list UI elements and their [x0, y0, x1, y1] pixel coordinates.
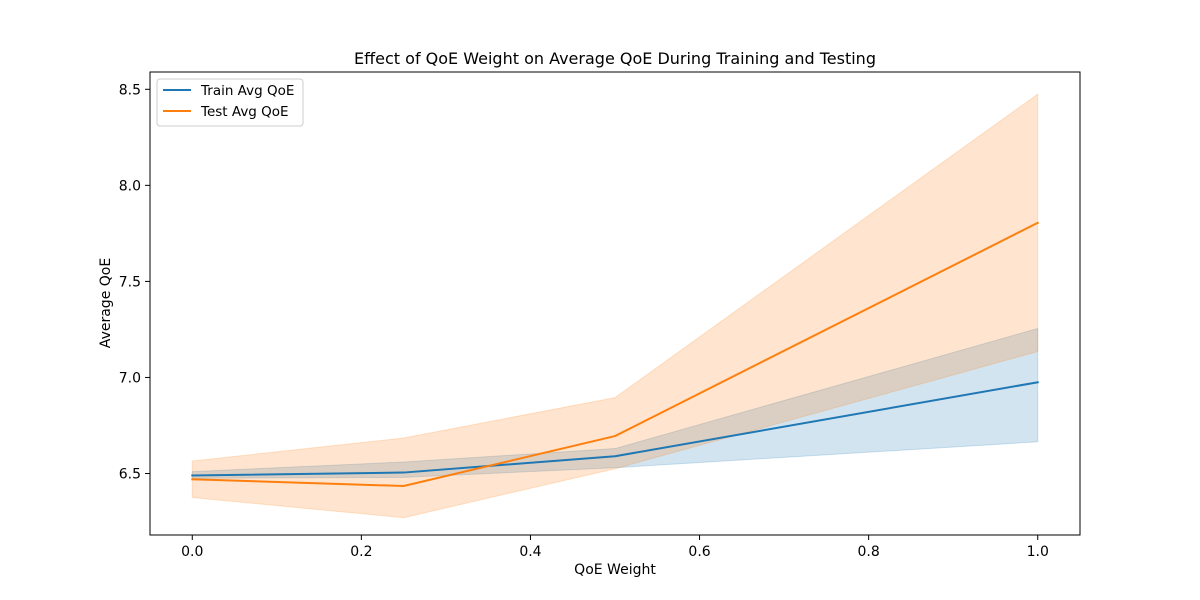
- plot-area-frame: [149, 71, 1081, 536]
- x-tick-label: 0.0: [181, 544, 203, 560]
- legend-label-train: Train Avg QoE: [200, 83, 294, 99]
- legend-box: [156, 78, 304, 127]
- y-tick-label: 8.0: [119, 178, 141, 194]
- y-axis-label: Average QoE: [98, 258, 114, 348]
- x-tick-label: 0.4: [519, 544, 541, 560]
- chart-title: Effect of QoE Weight on Average QoE Duri…: [354, 49, 876, 68]
- y-tick-label: 7.5: [119, 274, 141, 290]
- confidence-bands: [191, 93, 1039, 519]
- x-tick-label: 0.2: [350, 544, 372, 560]
- y-tick-label: 8.5: [119, 82, 141, 98]
- y-axis-ticks: 6.5 7.0 7.5 8.0 8.5: [119, 82, 150, 483]
- series-line-1: [191, 221, 1040, 488]
- confidence-band-series-0: [191, 327, 1039, 479]
- x-axis-ticks: 0.0 0.2 0.4 0.6 0.8 1.0: [181, 535, 1049, 560]
- x-tick-label: 1.0: [1027, 544, 1049, 560]
- series-lines: [191, 221, 1040, 488]
- x-tick-label: 0.8: [858, 544, 880, 560]
- confidence-band-series-1: [191, 93, 1039, 519]
- legend: Train Avg QoE Test Avg QoE: [156, 78, 304, 127]
- series-line-0: [191, 381, 1039, 477]
- y-tick-label: 6.5: [119, 467, 141, 483]
- x-tick-label: 0.6: [688, 544, 710, 560]
- x-axis-label: QoE Weight: [574, 562, 656, 578]
- legend-label-test: Test Avg QoE: [200, 104, 289, 120]
- y-tick-label: 7.0: [119, 370, 141, 386]
